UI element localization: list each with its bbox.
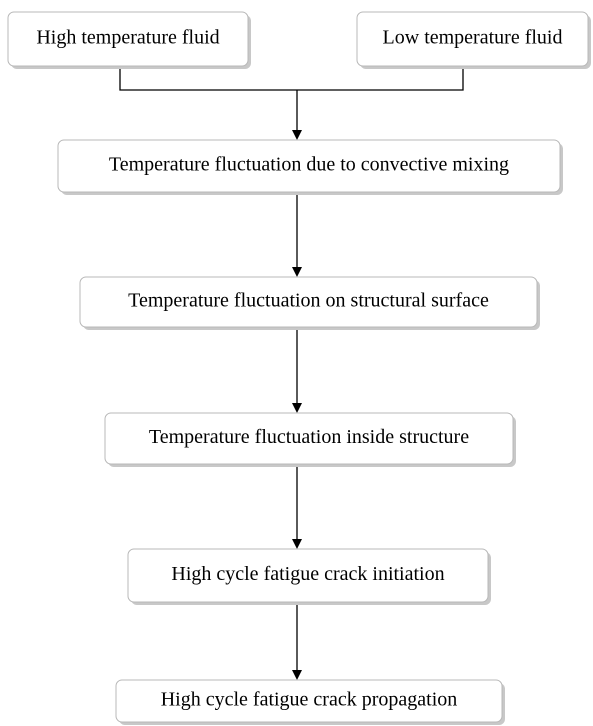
node-label: Temperature fluctuation due to convectiv… [109,154,509,176]
node-label: Low temperature fluid [383,27,563,49]
node: Temperature fluctuation inside structure [104,412,516,467]
node: High cycle fatigue crack propagation [115,679,505,725]
node-box [57,139,561,193]
node-label: Temperature fluctuation inside structure [149,426,469,448]
node-label: High temperature fluid [36,27,219,49]
node-box [104,412,514,465]
node-box [115,679,503,723]
node: Temperature fluctuation on structural su… [79,276,540,330]
node: Low temperature fluid [356,11,591,69]
node: High cycle fatigue crack initiation [127,548,491,605]
node-label: Temperature fluctuation on structural su… [128,290,489,312]
node-label: High cycle fatigue crack initiation [171,563,444,585]
node-box [7,11,249,67]
node-label: High cycle fatigue crack propagation [161,689,458,711]
node-box [356,11,589,67]
merge-line [119,66,464,91]
node-box [127,548,489,603]
node: High temperature fluid [7,11,251,69]
connectors [119,66,464,680]
node: Temperature fluctuation due to convectiv… [57,139,563,195]
nodes: High temperature fluid Low temperature fl… [7,11,591,725]
node-box [79,276,538,328]
